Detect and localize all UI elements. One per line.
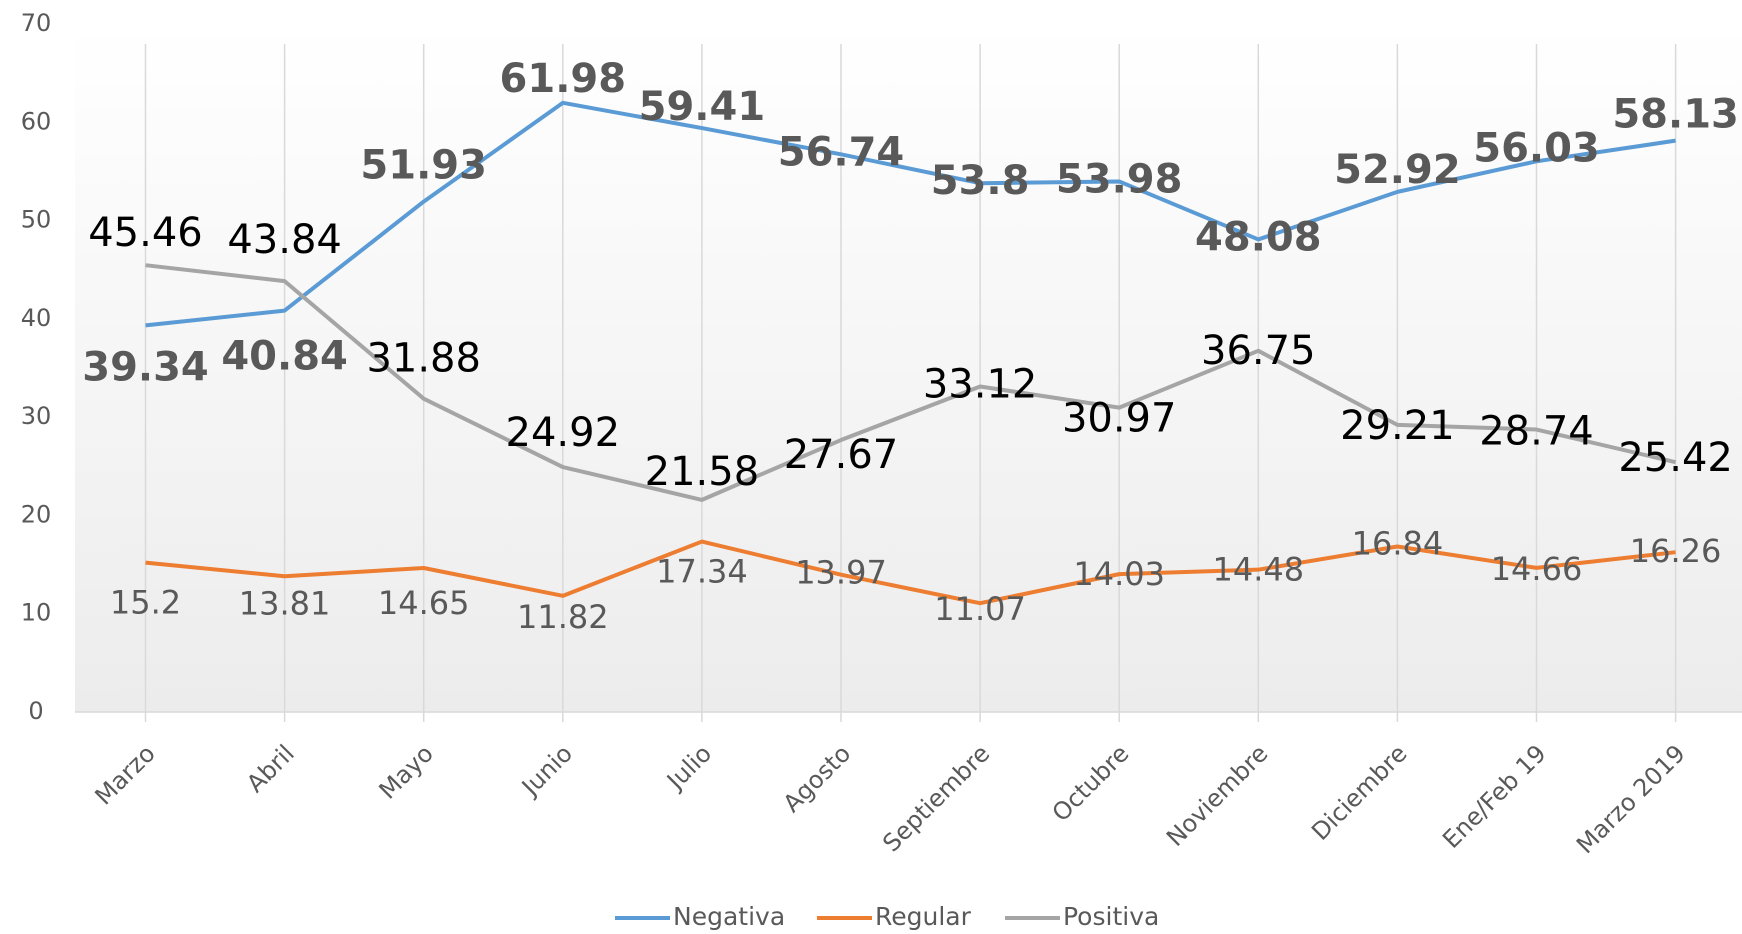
y-tick-label: 10 [21,599,52,627]
data-label: 15.2 [110,584,181,622]
y-tick-label: 60 [21,107,52,135]
line-series [145,539,1676,606]
data-label: 11.07 [934,590,1026,628]
legend-label: Positiva [1063,902,1159,931]
x-tick-label: Mayo [374,739,439,804]
data-label: 21.58 [645,449,760,495]
data-label: 16.84 [1352,524,1444,562]
x-tick-label: Abril [241,739,300,798]
y-tick-label: 70 [21,9,52,37]
x-tick-label: Ene/Feb 19 [1437,739,1551,853]
line-series [145,100,1676,328]
y-tick-label: 50 [21,206,52,234]
x-tick-label: Noviembre [1161,739,1273,851]
data-label: 24.92 [506,410,621,456]
y-tick-label: 30 [21,402,52,430]
x-tick-label: Diciembre [1306,739,1412,845]
y-tick-label: 20 [21,500,52,528]
data-label: 28.74 [1479,409,1594,455]
x-tick-label: Marzo [90,739,161,810]
data-label: 58.13 [1612,92,1739,138]
data-label: 11.82 [517,598,609,636]
data-label: 13.97 [795,554,887,592]
x-tick-label: Octubre [1047,739,1135,827]
data-label: 17.34 [656,553,748,591]
y-tick-label: 0 [28,697,43,725]
data-label: 31.88 [366,336,481,382]
legend-label: Negativa [673,902,785,931]
data-label: 43.84 [227,217,342,263]
data-label: 59.41 [639,84,766,130]
data-label: 45.46 [88,210,203,256]
data-label: 14.66 [1491,550,1583,588]
x-tick-label: Agosto [778,739,856,817]
data-label: 25.42 [1618,435,1733,481]
x-tick-label: Marzo 2019 [1571,739,1691,859]
data-label: 27.67 [784,432,899,478]
data-label: 16.26 [1630,532,1722,570]
x-tick-label: Septiembre [877,739,995,857]
data-label: 52.92 [1334,147,1461,193]
data-label: 48.08 [1195,214,1322,260]
legend-label: Regular [875,902,972,931]
x-tick-label: Julio [660,739,717,796]
data-label: 33.12 [923,361,1038,407]
data-label: 13.81 [239,584,331,622]
data-label: 14.03 [1073,555,1165,593]
y-tick-label: 40 [21,304,52,332]
data-label: 51.93 [360,143,487,189]
data-label: 53.8 [931,158,1030,204]
x-tick-label: Junio [515,739,578,802]
plot-background [75,24,1742,712]
data-label: 53.98 [1056,156,1183,202]
line-series [145,263,1677,502]
data-label: 29.21 [1340,403,1455,449]
data-label: 61.98 [500,56,627,102]
data-label: 56.03 [1473,125,1600,171]
data-label: 39.34 [82,344,209,390]
data-label: 56.74 [778,129,905,175]
data-label: 40.84 [221,334,348,380]
data-label: 30.97 [1062,396,1177,442]
data-label: 36.75 [1201,328,1316,374]
data-label: 14.48 [1212,551,1304,589]
data-label: 14.65 [378,584,470,622]
